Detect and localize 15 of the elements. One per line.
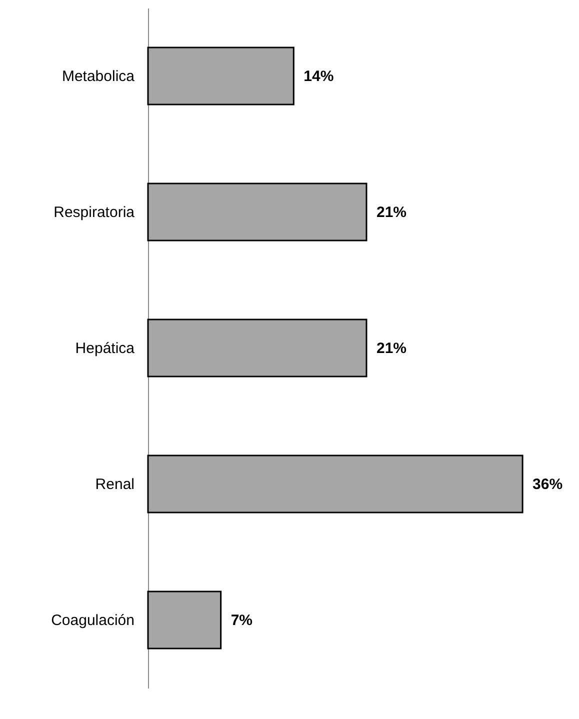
bar <box>147 182 368 242</box>
data-label: 7% <box>230 612 253 629</box>
y-tick-label: Respiratoria <box>54 204 136 221</box>
data-label: 36% <box>532 476 563 493</box>
bar <box>147 454 524 514</box>
bar <box>147 590 222 650</box>
data-label: 21% <box>376 340 407 357</box>
data-label: 21% <box>376 204 407 221</box>
data-label: 14% <box>304 68 334 85</box>
y-tick-label: Renal <box>95 476 134 493</box>
y-tick-label: Hepática <box>75 340 136 357</box>
bar <box>147 318 368 378</box>
y-tick-label: Metabolica <box>62 68 136 85</box>
bar <box>147 46 294 106</box>
y-tick-label: Coagulación <box>51 612 134 629</box>
